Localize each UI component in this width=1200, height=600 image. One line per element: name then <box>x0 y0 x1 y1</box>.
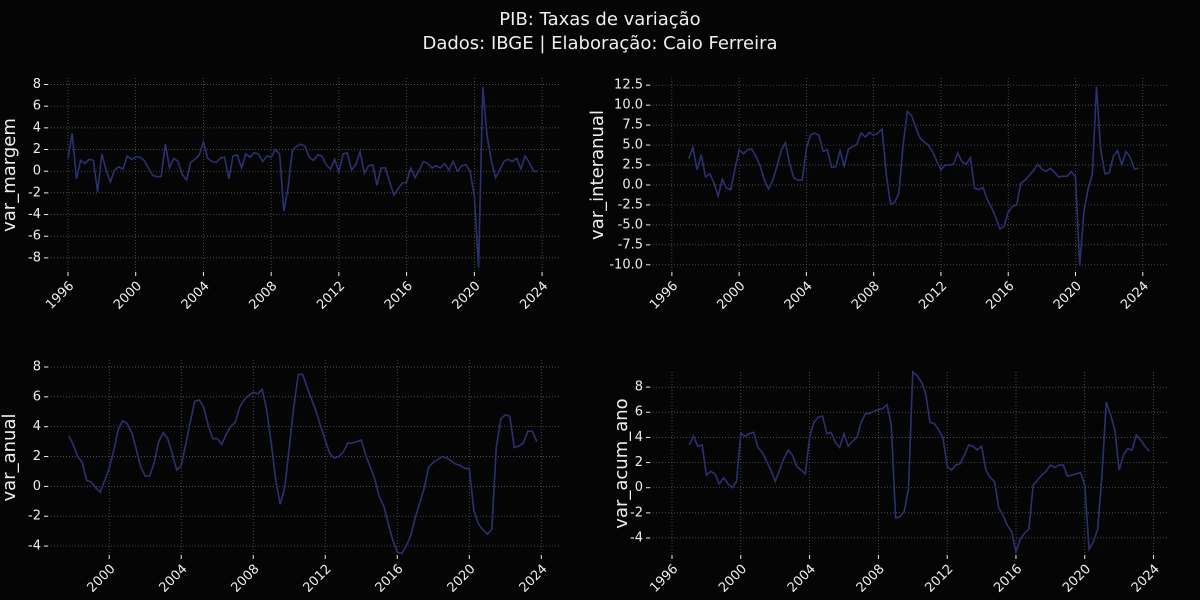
x-tick-label: 2016 <box>382 279 416 313</box>
x-tick-label: 1996 <box>647 562 681 596</box>
x-tick-label: 2024 <box>1129 562 1163 596</box>
y-tick-label: -2 <box>28 185 41 200</box>
x-tick-label: 2008 <box>246 279 280 313</box>
y-tick-label: 10.0 <box>614 98 643 113</box>
x-tick-label: 2012 <box>314 279 348 313</box>
x-tick-label: 1996 <box>43 279 77 313</box>
x-tick-label: 2016 <box>984 279 1018 313</box>
data-line <box>67 86 538 268</box>
x-tick-label: 2000 <box>716 562 750 596</box>
y-axis-label: var_margem <box>0 118 20 232</box>
y-tick-label: 0 <box>33 479 41 494</box>
x-tick-label: 1996 <box>647 279 681 313</box>
y-tick-label: -4 <box>28 539 41 554</box>
x-tick-label: 2008 <box>849 279 883 313</box>
data-line <box>688 370 1150 555</box>
y-tick-label: -2 <box>28 509 41 524</box>
x-tick-label: 2016 <box>991 562 1025 596</box>
x-tick-label: 2008 <box>229 562 263 596</box>
x-tick-label: 2012 <box>301 562 335 596</box>
x-tick-label: 2020 <box>445 562 479 596</box>
y-axis-label: var_anual <box>0 414 20 502</box>
y-tick-label: -7.5 <box>618 237 643 252</box>
x-tick-label: 2020 <box>1051 279 1085 313</box>
x-tick-label: 2004 <box>179 279 213 313</box>
y-tick-label: -8 <box>28 250 41 265</box>
x-tick-label: 2024 <box>517 562 551 596</box>
y-tick-label: 2 <box>33 142 41 157</box>
x-tick-label: 2016 <box>373 562 407 596</box>
x-tick-label: 2024 <box>1118 279 1152 313</box>
y-tick-label: 8 <box>33 360 41 375</box>
y-tick-label: -4 <box>28 207 41 222</box>
y-tick-label: 0.0 <box>622 177 643 192</box>
y-tick-label: 6 <box>33 389 41 404</box>
x-tick-label: 2012 <box>916 279 950 313</box>
y-tick-label: -10.0 <box>609 257 643 272</box>
y-tick-label: 12.5 <box>614 78 643 93</box>
x-tick-label: 2012 <box>922 562 956 596</box>
x-tick-label: 2024 <box>517 279 551 313</box>
y-axis-label: var_acum_ano <box>611 398 632 528</box>
y-tick-label: 6 <box>635 405 643 420</box>
x-tick-label: 2000 <box>111 279 145 313</box>
y-tick-label: 0 <box>33 164 41 179</box>
y-tick-label: 2 <box>33 449 41 464</box>
data-line <box>687 86 1139 266</box>
y-tick-label: -6 <box>28 229 41 244</box>
y-tick-label: 4 <box>33 419 41 434</box>
x-tick-label: 2008 <box>854 562 888 596</box>
y-tick-label: -2 <box>630 505 643 520</box>
x-tick-label: 2020 <box>1060 562 1094 596</box>
y-tick-label: 5.0 <box>622 138 643 153</box>
y-tick-label: 8 <box>33 77 41 92</box>
y-tick-label: 7.5 <box>622 118 643 133</box>
data-line <box>67 373 538 555</box>
x-tick-label: 2000 <box>85 562 119 596</box>
y-tick-label: -4 <box>630 531 643 546</box>
y-tick-label: -5.0 <box>618 217 643 232</box>
x-tick-label: 2004 <box>782 279 816 313</box>
figure-title: PIB: Taxas de variação <box>499 9 700 30</box>
y-tick-label: 6 <box>33 99 41 114</box>
y-axis-label: var_interanual <box>587 110 608 240</box>
y-tick-label: 2 <box>635 455 643 470</box>
y-tick-label: 4 <box>635 430 643 445</box>
y-tick-label: 2.5 <box>622 158 643 173</box>
x-tick-label: 2004 <box>785 562 819 596</box>
y-tick-label: -2.5 <box>618 197 643 212</box>
figure-subtitle: Dados: IBGE | Elaboração: Caio Ferreira <box>422 33 777 54</box>
y-tick-label: 0 <box>635 480 643 495</box>
x-tick-label: 2000 <box>714 279 748 313</box>
y-tick-label: 8 <box>635 380 643 395</box>
x-tick-label: 2004 <box>157 562 191 596</box>
y-tick-label: 4 <box>33 120 41 135</box>
x-tick-label: 2020 <box>450 279 484 313</box>
